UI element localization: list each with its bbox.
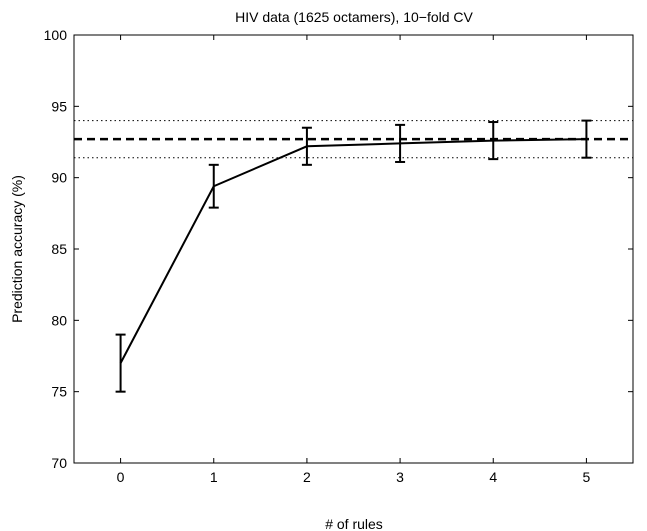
y-tick-label: 75 — [51, 384, 67, 400]
y-axis-label: Prediction accuracy (%) — [9, 175, 25, 323]
x-tick-label: 2 — [303, 469, 311, 485]
plot-area: 0 1 2 3 4 5 70 75 80 85 90 95 100 — [44, 27, 634, 485]
x-tick-label: 4 — [489, 469, 497, 485]
series-line — [119, 138, 587, 364]
y-tick-label: 90 — [51, 170, 67, 186]
axes-box — [73, 34, 634, 464]
x-axis-label: # of rules — [325, 516, 383, 531]
y-tick-label: 70 — [51, 455, 67, 471]
x-tick-label: 5 — [583, 469, 591, 485]
x-tick-label: 0 — [117, 469, 125, 485]
x-tick-label: 1 — [210, 469, 218, 485]
x-tick-label: 3 — [396, 469, 404, 485]
y-tick-label: 100 — [44, 27, 68, 43]
chart-title: HIV data (1625 octamers), 10−fold CV — [235, 9, 473, 25]
y-tick-label: 85 — [51, 241, 67, 257]
y-tick-label: 80 — [51, 312, 67, 328]
y-tick-label: 95 — [51, 98, 67, 114]
